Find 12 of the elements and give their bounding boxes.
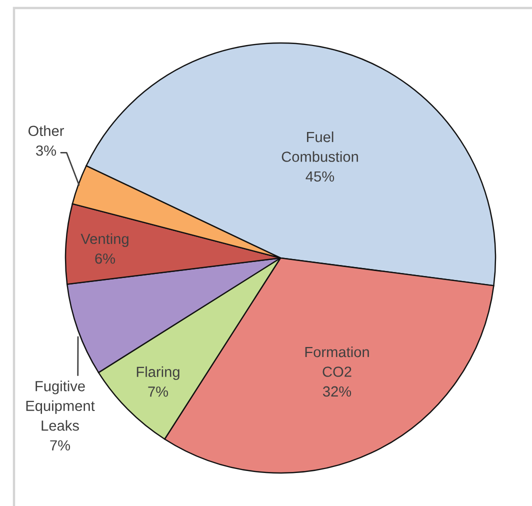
slice-label: Venting — [80, 233, 128, 247]
data-label: 45% — [306, 171, 334, 182]
data-label: 7% — [50, 440, 70, 450]
data-label: 3% — [36, 145, 56, 156]
slice-label: Formation CO2 — [305, 346, 369, 377]
slice-label: Fugitive Equipment Leaks — [26, 380, 95, 431]
slice-label: Flaring — [136, 366, 180, 380]
data-label: 32% — [322, 386, 352, 397]
slice-label: Fuel Combustion — [282, 131, 358, 162]
data-label: 7% — [148, 386, 168, 397]
data-label: 6% — [95, 253, 116, 264]
slice-label: Other — [28, 125, 64, 136]
